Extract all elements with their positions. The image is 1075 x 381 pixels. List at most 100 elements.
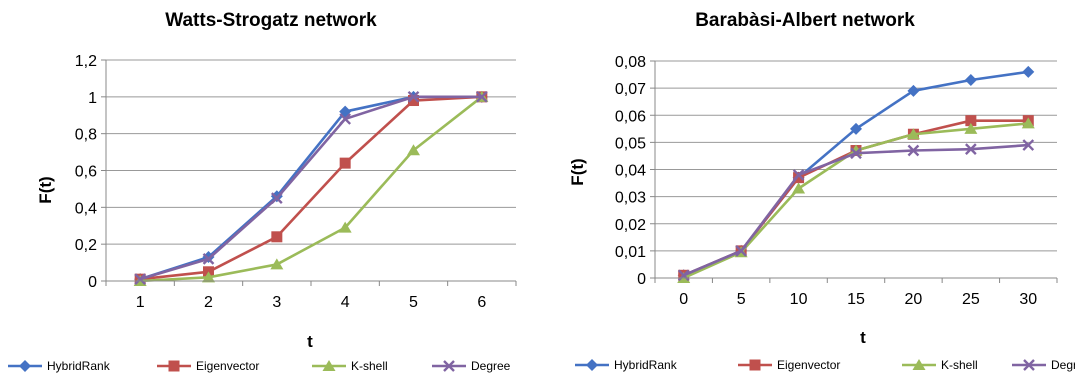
- data-point: [850, 147, 862, 160]
- series-line: [139, 95, 482, 281]
- series-k-shell: [133, 90, 489, 286]
- x-tick-label: 2: [204, 294, 213, 311]
- data-point: [407, 144, 420, 156]
- data-point: [1022, 65, 1035, 78]
- legend-marker: [1023, 359, 1035, 371]
- series-eigenvector: [134, 91, 488, 285]
- watts-strogatz-chart: Watts-Strogatz network 0 0,2 0,4 0,6 0,8 1 1,2…: [8, 10, 517, 373]
- legend-marker: [322, 360, 336, 371]
- data-point: [906, 128, 920, 140]
- data-point: [134, 273, 147, 286]
- series-degree: [134, 90, 488, 286]
- data-point: [792, 169, 805, 181]
- series-layer: [133, 90, 489, 286]
- ticks: 0 0,2 0,4 0,6 0,8 1 1,2 1 2 3 4 5 6: [75, 53, 487, 311]
- legend-label: HybridRank: [614, 358, 678, 372]
- data-point: [964, 122, 978, 134]
- series-line: [683, 70, 1029, 277]
- x-tick-label: 20: [905, 291, 923, 308]
- x-tick-label: 4: [341, 294, 350, 311]
- x-tick-label: 25: [962, 291, 980, 308]
- y-tick-label: 0,04: [615, 163, 646, 180]
- y-axis-label: F(t): [36, 176, 55, 203]
- data-point: [202, 271, 215, 283]
- y-tick-label: 0,06: [615, 108, 646, 125]
- y-tick-label: 0,02: [615, 217, 646, 234]
- x-axis-label: t: [860, 328, 866, 347]
- series-hybridrank: [677, 65, 1035, 282]
- series-line: [139, 95, 482, 281]
- y-axis-label: F(t): [568, 158, 587, 185]
- y-tick-label: 0: [637, 271, 646, 288]
- x-tick-label: 1: [136, 294, 145, 311]
- y-tick-label: 0,03: [615, 190, 646, 207]
- y-tick-label: 1,2: [75, 53, 97, 70]
- data-point: [907, 144, 920, 157]
- y-tick-label: 0,2: [75, 237, 97, 254]
- legend-item-k-shell: K-shell: [312, 359, 388, 373]
- x-tick-label: 30: [1019, 291, 1037, 308]
- y-tick-label: 0,08: [615, 54, 646, 71]
- legend-marker: [912, 359, 926, 370]
- x-axis-label: t: [307, 332, 313, 351]
- legend-marker: [749, 359, 761, 371]
- data-point: [965, 115, 977, 127]
- legend-item-degree: Degree: [432, 359, 511, 373]
- x-tick-label: 0: [679, 291, 688, 308]
- legend-label: HybridRank: [47, 359, 111, 373]
- legend-label: Eigenvector: [777, 358, 840, 372]
- legend-marker: [19, 360, 31, 372]
- x-tick-label: 5: [409, 294, 418, 311]
- y-tick-label: 0,6: [75, 164, 97, 181]
- y-tick-label: 0,8: [75, 127, 97, 144]
- x-tick-label: 6: [477, 294, 486, 311]
- x-tick-label: 3: [272, 294, 281, 311]
- series-line: [140, 95, 482, 281]
- data-point: [1022, 139, 1035, 151]
- ticks: 0 0,01 0,02 0,03 0,04 0,05 0,06 0,07 0,08 0 5 10 15 2…: [615, 54, 1037, 308]
- legend-label: Eigenvector: [196, 359, 259, 373]
- axes: [650, 60, 1058, 283]
- data-point: [850, 122, 862, 135]
- legend-item-hybridrank: HybridRank: [8, 359, 111, 373]
- y-tick-label: 0,05: [615, 135, 646, 152]
- series-degree: [677, 139, 1035, 282]
- legend-marker: [168, 360, 180, 372]
- legend-item-hybridrank: HybridRank: [575, 358, 678, 372]
- data-point: [270, 258, 284, 270]
- data-point: [202, 253, 215, 265]
- data-point: [339, 113, 352, 125]
- y-tick-label: 0,01: [615, 244, 646, 261]
- legend: HybridRank Eigenvector K-shell Degree: [575, 358, 1075, 372]
- data-point: [793, 172, 805, 184]
- y-tick-label: 1: [88, 90, 97, 107]
- axes: [101, 59, 517, 286]
- grid: [655, 60, 1057, 252]
- legend-marker: [586, 359, 598, 371]
- data-point: [338, 221, 352, 233]
- legend-item-eigenvector: Eigenvector: [738, 358, 840, 372]
- data-point: [907, 84, 920, 97]
- legend-label: Degree: [1051, 358, 1075, 372]
- grid: [106, 59, 516, 245]
- series-line: [140, 95, 483, 283]
- series-hybridrank: [134, 90, 488, 286]
- legend-label: Degree: [471, 359, 511, 373]
- series-layer: [677, 65, 1035, 283]
- data-point: [677, 269, 690, 282]
- data-point: [475, 90, 488, 103]
- y-tick-label: 0: [88, 274, 97, 291]
- legend-item-degree: Degree: [1012, 358, 1075, 372]
- data-point: [964, 73, 977, 86]
- x-tick-label: 10: [790, 291, 808, 308]
- data-point: [965, 143, 977, 156]
- y-tick-label: 0,07: [615, 81, 646, 98]
- data-point: [735, 245, 747, 257]
- legend: HybridRank Eigenvector K-shell Degree: [8, 359, 511, 373]
- data-point: [407, 90, 420, 103]
- data-point: [271, 231, 283, 243]
- x-tick-label: 5: [737, 291, 746, 308]
- chart-title: Barabàsi-Albert network: [695, 10, 915, 31]
- legend-item-k-shell: K-shell: [902, 358, 978, 372]
- legend-item-eigenvector: Eigenvector: [157, 359, 259, 373]
